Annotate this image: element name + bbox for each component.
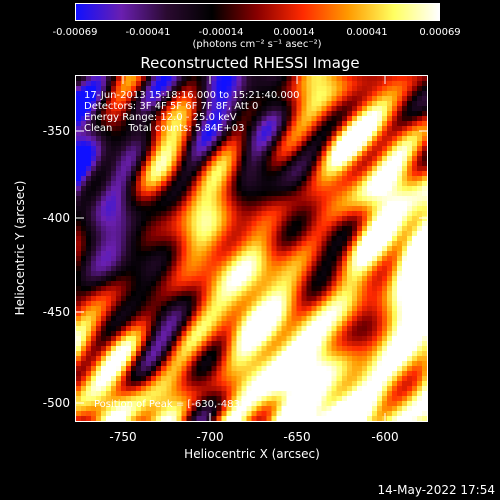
detectors-annotation: Detectors: 3F 4F 5F 6F 7F 8F, Att 0 <box>84 101 259 112</box>
colorbar-units-label: (photons cm⁻² s⁻¹ asec⁻²) <box>192 39 322 50</box>
colorbar-tick-label: 0.00041 <box>346 27 388 38</box>
colorbar-tick-label: 0.00069 <box>419 27 461 38</box>
colorbar-tick-label: -0.00014 <box>198 27 244 38</box>
energy-range-annotation: Energy Range: 12.0 - 25.0 keV <box>84 112 237 123</box>
y-tick-label: -450 <box>42 305 70 319</box>
x-tick-label: -750 <box>109 430 137 444</box>
y-tick-label: -400 <box>42 211 70 225</box>
colorbar-tick-label: 0.00014 <box>273 27 315 38</box>
x-tick-label: -650 <box>283 430 311 444</box>
x-tick-label: -700 <box>196 430 224 444</box>
colorbar <box>75 3 440 21</box>
time-range-annotation: 17-Jun-2013 15:18:16.000 to 15:21:40.000 <box>84 90 300 101</box>
x-tick-label: -600 <box>371 430 399 444</box>
peak-position-annotation: Position of Peak = [-630,-483] <box>94 399 244 410</box>
colorbar-gradient <box>75 3 440 21</box>
clean-counts-annotation: Clean Total counts: 5.84E+03 <box>84 123 245 134</box>
y-tick-label: -500 <box>42 396 70 410</box>
image-plot-area: 17-Jun-2013 15:18:16.000 to 15:21:40.000… <box>75 75 428 422</box>
colorbar-tick-label: -0.00069 <box>52 27 98 38</box>
y-tick-label: -350 <box>42 124 70 138</box>
y-axis-label: Heliocentric Y (arcsec) <box>13 180 27 316</box>
plot-timestamp: 14-May-2022 17:54 <box>377 483 495 497</box>
image-title: Reconstructed RHESSI Image <box>140 54 360 72</box>
x-axis-label: Heliocentric X (arcsec) <box>184 447 320 461</box>
colorbar-tick-label: -0.00041 <box>125 27 171 38</box>
rhessi-heatmap <box>76 76 427 421</box>
